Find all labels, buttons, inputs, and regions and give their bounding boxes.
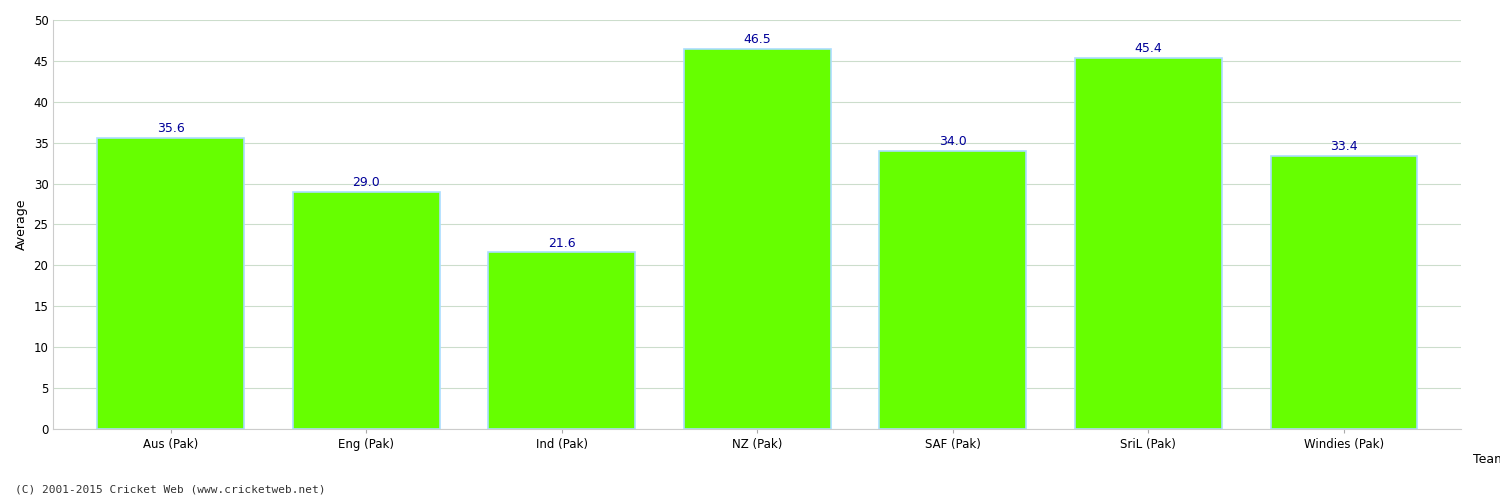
Y-axis label: Average: Average (15, 198, 28, 250)
Text: (C) 2001-2015 Cricket Web (www.cricketweb.net): (C) 2001-2015 Cricket Web (www.cricketwe… (15, 485, 326, 495)
Bar (489, 252, 634, 429)
Bar (292, 192, 440, 429)
Bar (684, 48, 831, 429)
Bar (98, 138, 244, 429)
Bar (1076, 58, 1221, 429)
Bar (879, 151, 1026, 429)
Text: 45.4: 45.4 (1134, 42, 1162, 55)
Text: 34.0: 34.0 (939, 136, 966, 148)
Text: 46.5: 46.5 (744, 33, 771, 46)
Text: 33.4: 33.4 (1330, 140, 1358, 153)
Text: 21.6: 21.6 (548, 237, 576, 250)
Text: 29.0: 29.0 (352, 176, 380, 190)
X-axis label: Team: Team (1473, 454, 1500, 466)
Text: 35.6: 35.6 (156, 122, 184, 136)
Bar (1270, 156, 1418, 429)
